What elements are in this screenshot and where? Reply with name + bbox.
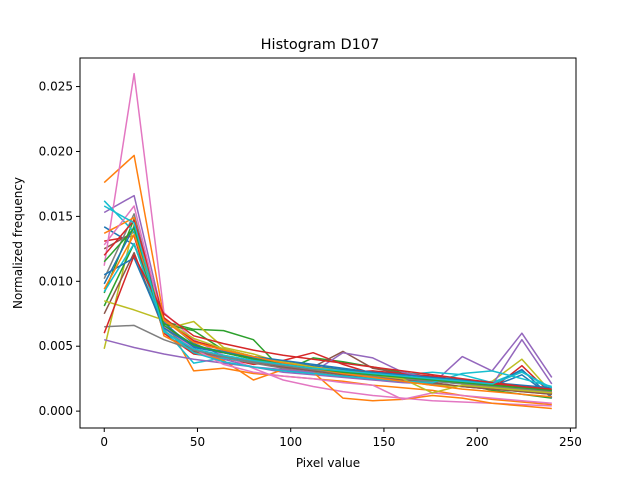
- y-axis-label: Normalized frequency: [11, 177, 25, 309]
- series-line-12: [103, 216, 552, 410]
- x-tick-label: 150: [372, 435, 395, 449]
- x-tick-label: 250: [559, 435, 582, 449]
- series-line-20: [103, 242, 552, 388]
- series-line-25: [103, 205, 553, 389]
- y-tick-label: 0.010: [39, 274, 73, 288]
- chart-title: Histogram D107: [261, 37, 380, 53]
- x-tick-label: 0: [100, 435, 108, 449]
- y-tick-label: 0.005: [39, 339, 73, 353]
- y-tick-label: 0.025: [39, 80, 73, 94]
- x-tick-label: 100: [279, 435, 302, 449]
- x-axis-label: Pixel value: [296, 456, 360, 470]
- plot-area-frame: [79, 57, 577, 429]
- series-line-24: [103, 254, 552, 390]
- x-tick-label: 50: [190, 435, 205, 449]
- y-tick-label: 0.020: [39, 144, 73, 158]
- y-axis-ticks: 0.000 0.005 0.010 0.015 0.020 0.025: [39, 80, 80, 418]
- y-tick-label: 0.015: [39, 209, 73, 223]
- x-axis-ticks: 0 50 100 150 200 250: [100, 428, 582, 449]
- y-tick-label: 0.000: [39, 404, 73, 418]
- series-lines: [103, 72, 553, 410]
- x-tick-label: 200: [466, 435, 489, 449]
